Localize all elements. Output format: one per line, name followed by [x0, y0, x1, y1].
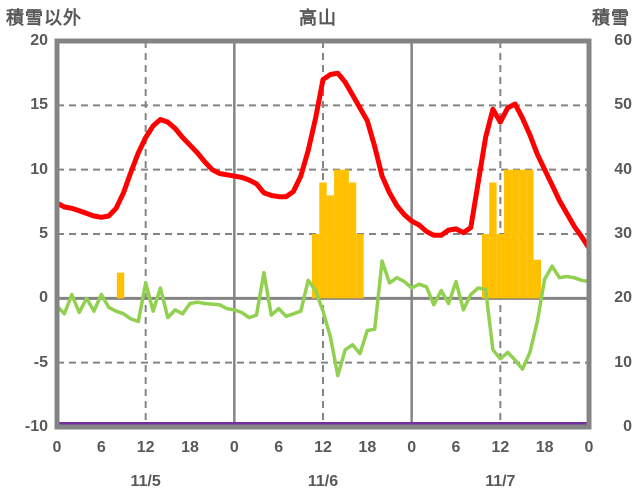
snow-bar [311, 234, 320, 299]
snow-bar [481, 234, 490, 299]
y-right-tick-label: 30 [614, 225, 632, 242]
y-right-tick-label: 20 [614, 289, 632, 307]
x-tick-label: 6 [96, 439, 106, 456]
y-left-tick-label: -10 [24, 418, 48, 435]
green-line-series [55, 259, 591, 378]
snow-bar [334, 169, 342, 299]
x-tick-label: 12 [136, 439, 155, 456]
x-tick-label: 12 [314, 439, 332, 456]
y-right-tick-label: 60 [614, 32, 632, 49]
x-tick-label: 0 [52, 439, 62, 456]
snow-bar [348, 182, 357, 299]
snow-bar [533, 259, 541, 299]
day-label: 11/5 [130, 473, 161, 490]
y-left-tick-label: -5 [33, 353, 48, 371]
left-axis-title: 積雪以外 [6, 8, 82, 28]
x-tick-label: 18 [358, 439, 377, 456]
y-left-tick-label: 5 [39, 225, 48, 242]
y-right-tick-label: 10 [614, 353, 632, 371]
x-tick-label: 18 [535, 439, 554, 456]
y-right-tick-label: 50 [614, 96, 632, 114]
chart-title: 高山 [299, 8, 337, 28]
snowfall-bars-series [116, 169, 541, 299]
y-left-tick-label: 20 [30, 32, 48, 49]
snow-bar [496, 234, 505, 299]
snow-bar [341, 169, 349, 299]
x-tick-label: 12 [491, 439, 510, 456]
right-axis-title: 積雪 [592, 8, 630, 28]
y-left-tick-label: 15 [30, 96, 48, 114]
x-tick-label: 6 [451, 439, 461, 456]
snow-bar [319, 182, 327, 299]
x-tick-label: 0 [584, 439, 594, 456]
snow-bar [489, 182, 497, 299]
plot-border [54, 38, 592, 430]
snow-bar [326, 195, 335, 299]
snow-bar [526, 169, 534, 299]
y-left-tick-label: 0 [39, 289, 48, 307]
snow-bar [518, 169, 527, 299]
snow-bar [116, 272, 125, 299]
x-tick-label: 0 [229, 439, 239, 456]
snow-bar [356, 234, 364, 299]
x-tick-label: 0 [407, 439, 417, 456]
y-left-tick-label: 10 [30, 160, 48, 178]
y-right-tick-label: 0 [623, 418, 632, 435]
day-label: 11/7 [485, 473, 516, 490]
red-line-series [54, 70, 592, 251]
snow-bar [511, 169, 519, 299]
y-right-tick-label: 40 [614, 160, 632, 178]
x-tick-label: 6 [274, 439, 284, 456]
day-label: 11/6 [307, 473, 339, 490]
x-tick-label: 18 [181, 439, 199, 456]
snow-bar [504, 169, 512, 299]
